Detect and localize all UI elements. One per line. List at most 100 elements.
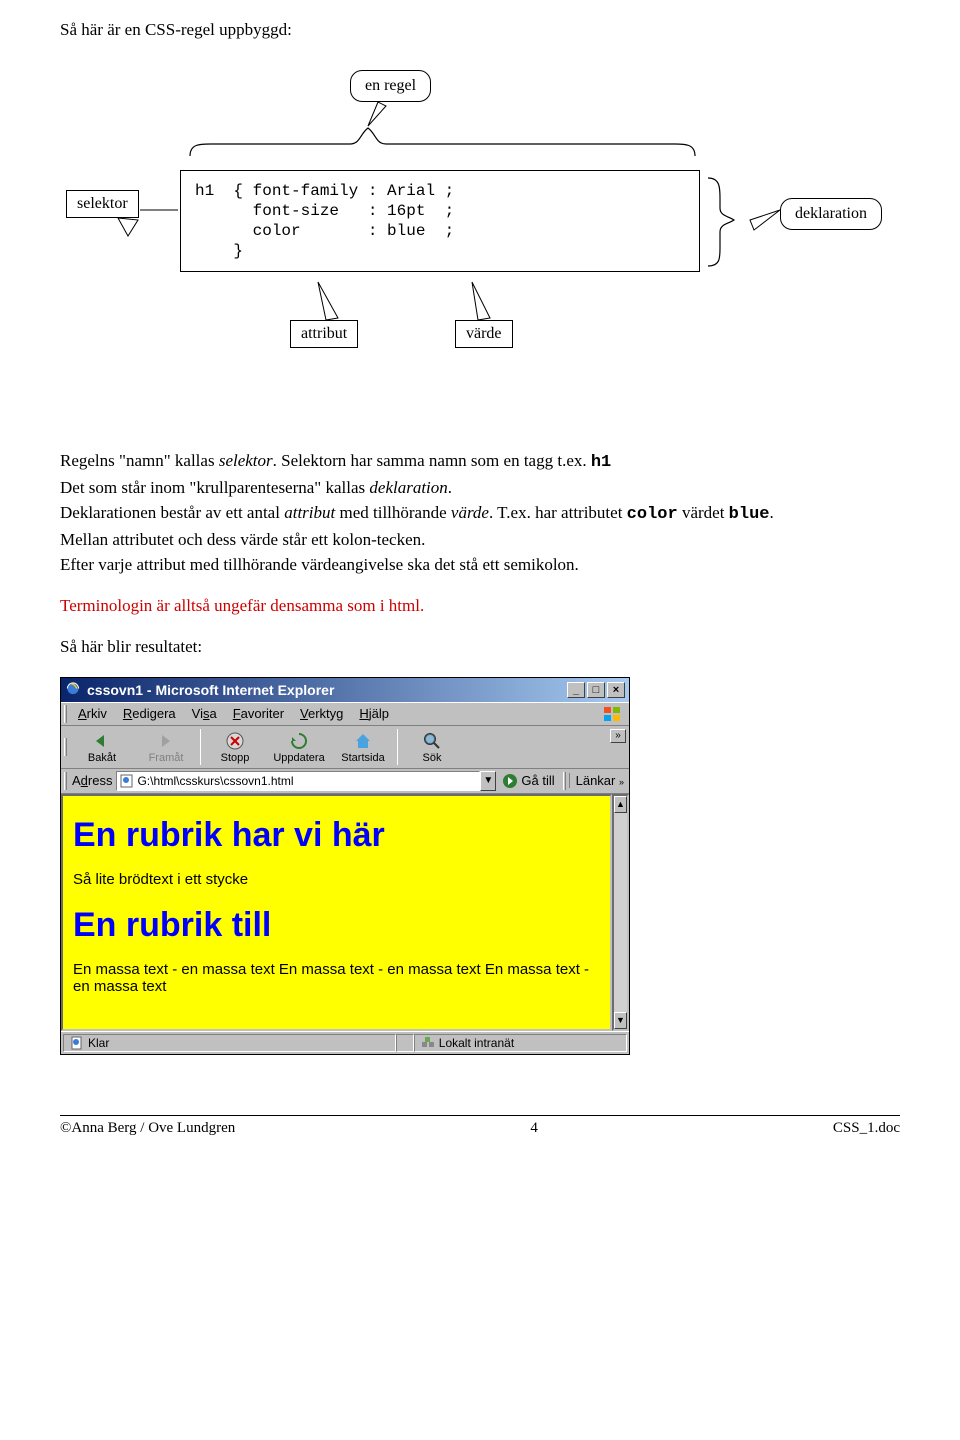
para-l3-e: . T.ex. har attributet: [489, 503, 627, 522]
forward-button[interactable]: Framåt: [134, 728, 198, 766]
page-content: En rubrik har vi här Så lite brödtext i …: [61, 794, 612, 1031]
para-l3-i: .: [769, 503, 773, 522]
callout-en-regel-label: en regel: [365, 77, 416, 94]
code-line-2: font-size : 16pt ;: [195, 202, 454, 220]
status-left-text: Klar: [88, 1036, 109, 1050]
forward-label: Framåt: [149, 752, 184, 764]
callout-deklaration-label: deklaration: [795, 205, 867, 222]
address-dropdown-button[interactable]: ▼: [480, 771, 496, 791]
status-spacer: [396, 1034, 414, 1052]
vertical-scrollbar[interactable]: ▲ ▼: [612, 794, 629, 1031]
scroll-down-button[interactable]: ▼: [614, 1012, 627, 1029]
para-l1-a: Regelns "namn" kallas: [60, 451, 219, 470]
css-rule-diagram: en regel selektor h1 { font-family: [60, 70, 900, 430]
toolbar: Bakåt Framåt Stopp Uppdatera Startsida: [61, 726, 629, 769]
document-icon: [70, 1036, 84, 1050]
windows-logo-icon: [601, 705, 625, 723]
label-varde-text: värde: [466, 325, 502, 342]
para-l5: Efter varje attribut med tillhörande vär…: [60, 554, 900, 577]
search-button[interactable]: Sök: [400, 728, 464, 766]
links-label: Länkar: [576, 773, 616, 788]
titlebar: cssovn1 - Microsoft Internet Explorer _ …: [61, 678, 629, 702]
ie-icon: [65, 681, 81, 699]
menubar: Arkiv Redigera Visa Favoriter Verktyg Hj…: [61, 702, 629, 726]
maximize-button[interactable]: □: [587, 682, 605, 698]
label-varde: värde: [455, 320, 513, 348]
menu-visa[interactable]: Visa: [184, 705, 225, 722]
viewport: En rubrik har vi här Så lite brödtext i …: [61, 794, 629, 1031]
menu-verktyg[interactable]: Verktyg: [292, 705, 351, 722]
body-text: Regelns "namn" kallas selektor. Selektor…: [60, 450, 900, 659]
scroll-up-button[interactable]: ▲: [614, 796, 627, 813]
para-selektor-ital: selektor: [219, 451, 273, 470]
refresh-label: Uppdatera: [273, 752, 324, 764]
minimize-button[interactable]: _: [567, 682, 585, 698]
search-label: Sök: [423, 752, 442, 764]
content-para-2: En massa text - en massa text En massa t…: [73, 961, 600, 995]
status-right: Lokalt intranät: [414, 1034, 627, 1052]
stop-button[interactable]: Stopp: [203, 728, 267, 766]
go-label: Gå till: [521, 773, 554, 788]
separator-icon: [397, 729, 398, 765]
footer-filename: CSS_1.doc: [833, 1120, 900, 1137]
separator-icon: [200, 729, 201, 765]
home-label: Startsida: [341, 752, 384, 764]
page-icon: [120, 774, 134, 788]
menu-arkiv[interactable]: Arkiv: [70, 705, 115, 722]
label-selektor-text: selektor: [77, 195, 128, 212]
para-color-mono: color: [627, 505, 678, 524]
back-label: Bakåt: [88, 752, 116, 764]
address-input[interactable]: G:\html\csskurs\cssovn1.html: [116, 771, 480, 791]
stop-label: Stopp: [221, 752, 250, 764]
grip-icon: [64, 705, 67, 723]
go-icon: [502, 773, 518, 789]
label-attribut-text: attribut: [301, 325, 347, 342]
para-terminologi: Terminologin är alltså ungefär densamma …: [60, 595, 900, 618]
links-button[interactable]: Länkar »: [569, 773, 628, 788]
para-h1-mono: h1: [591, 453, 611, 472]
code-box: h1 { font-family : Arial ; font-size : 1…: [180, 170, 700, 272]
address-bar: Adress G:\html\csskurs\cssovn1.html ▼ Gå…: [61, 769, 629, 794]
para-l3-g: värdet: [678, 503, 729, 522]
menu-favoriter[interactable]: Favoriter: [225, 705, 292, 722]
label-attribut: attribut: [290, 320, 358, 348]
para-l3-a: Deklarationen består av ett antal: [60, 503, 284, 522]
grip-icon: [64, 738, 67, 756]
label-selektor: selektor: [66, 190, 139, 218]
para-l4: Mellan attributet och dess värde står et…: [60, 529, 900, 552]
para-l3-c: med tillhörande: [335, 503, 451, 522]
code-line-1: h1 { font-family : Arial ;: [195, 182, 454, 200]
grip-icon: [64, 772, 67, 790]
toolbar-overflow-button[interactable]: »: [610, 729, 626, 743]
footer-copyright: ©Anna Berg / Ove Lundgren: [60, 1120, 235, 1137]
callout-deklaration: deklaration: [780, 198, 882, 230]
para-blue-mono: blue: [729, 505, 770, 524]
callout-en-regel: en regel: [350, 70, 431, 102]
status-left: Klar: [63, 1034, 396, 1052]
content-heading-1: En rubrik har vi här: [73, 816, 600, 855]
para-l2-a: Det som står inom "krullparenteserna" ka…: [60, 478, 369, 497]
refresh-button[interactable]: Uppdatera: [267, 728, 331, 766]
address-value: G:\html\csskurs\cssovn1.html: [137, 774, 293, 788]
window-title: cssovn1 - Microsoft Internet Explorer: [87, 682, 565, 698]
go-button[interactable]: Gå till: [496, 773, 560, 789]
para-varde-ital: värde: [451, 503, 489, 522]
menu-hjalp[interactable]: Hjälp: [351, 705, 397, 722]
content-para-1: Så lite brödtext i ett stycke: [73, 871, 600, 888]
page-footer: ©Anna Berg / Ove Lundgren 4 CSS_1.doc: [60, 1115, 900, 1137]
para-l2-c: .: [448, 478, 452, 497]
content-heading-2: En rubrik till: [73, 906, 600, 945]
status-right-text: Lokalt intranät: [439, 1036, 514, 1050]
para-deklaration-ital: deklaration: [369, 478, 447, 497]
home-button[interactable]: Startsida: [331, 728, 395, 766]
para-resultat: Så här blir resultatet:: [60, 636, 900, 659]
scroll-track[interactable]: [614, 813, 627, 1012]
close-button[interactable]: ×: [607, 682, 625, 698]
browser-window: cssovn1 - Microsoft Internet Explorer _ …: [60, 677, 630, 1055]
code-line-3: color : blue ;: [195, 222, 454, 240]
statusbar: Klar Lokalt intranät: [61, 1031, 629, 1054]
back-button[interactable]: Bakåt: [70, 728, 134, 766]
footer-page-number: 4: [235, 1120, 833, 1137]
menu-redigera[interactable]: Redigera: [115, 705, 184, 722]
intranet-icon: [421, 1036, 435, 1050]
